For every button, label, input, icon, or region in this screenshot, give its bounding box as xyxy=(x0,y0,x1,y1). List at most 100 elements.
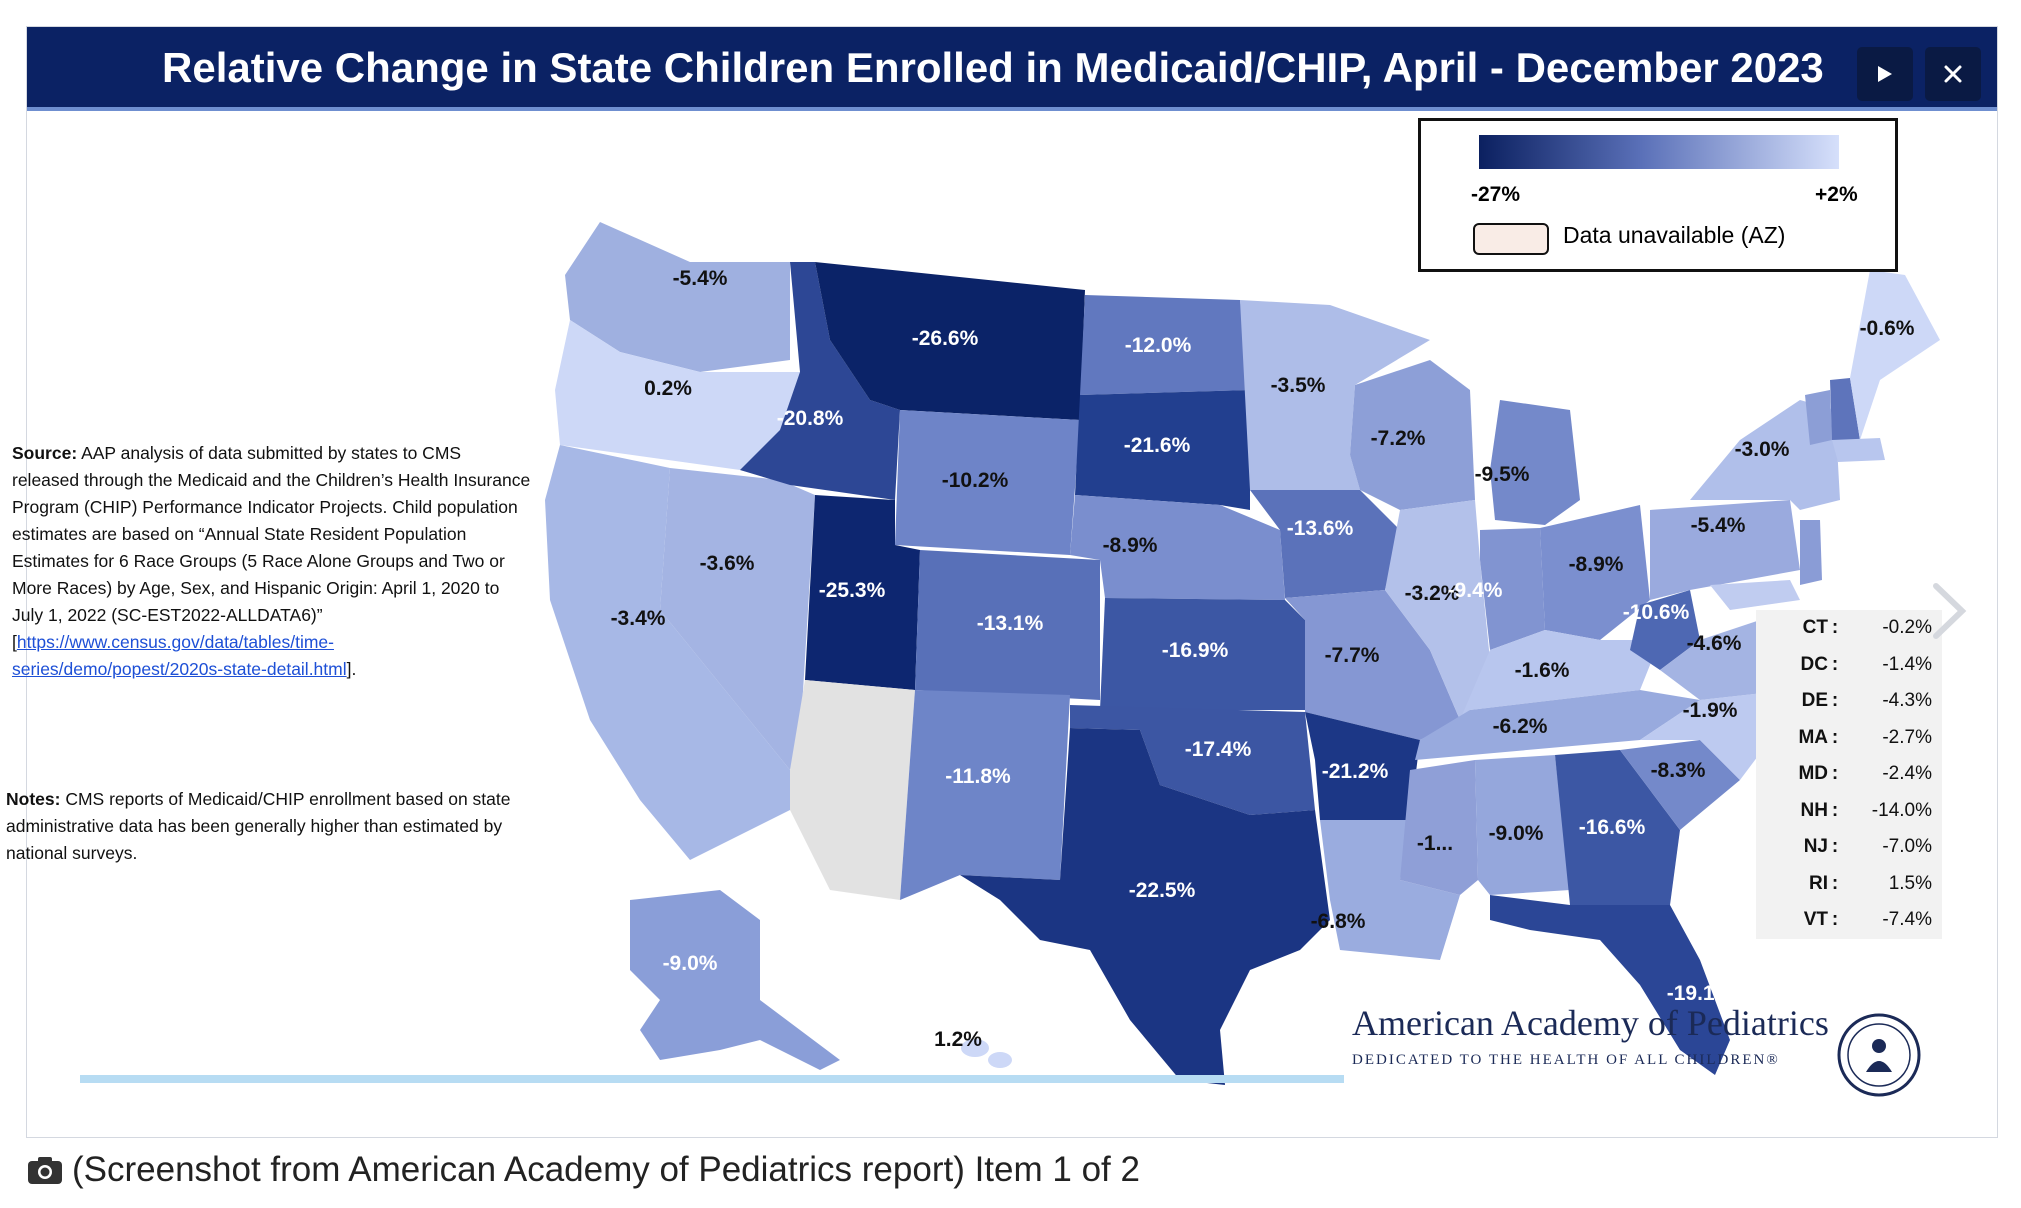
small-state-row: CT: -0.2% xyxy=(1756,610,1942,647)
small-state-row: RI: 1.5% xyxy=(1756,866,1942,903)
play-icon xyxy=(1878,66,1892,82)
state-ar xyxy=(1305,712,1420,820)
small-state-value: 1.5% xyxy=(1888,872,1932,894)
aap-seal-icon xyxy=(1837,1013,1921,1097)
separator: : xyxy=(1831,836,1839,858)
small-state-row: NH: -14.0% xyxy=(1756,793,1942,830)
separator: : xyxy=(1831,872,1839,894)
state-ga xyxy=(1555,750,1680,905)
image-caption: (Screenshot from American Academy of Ped… xyxy=(26,1148,1140,1192)
separator: : xyxy=(1831,653,1839,675)
state-tx xyxy=(960,728,1330,1085)
state-al xyxy=(1475,755,1570,895)
state-value-label: -1.6% xyxy=(1515,659,1570,682)
source-end: ]. xyxy=(346,659,357,679)
state-value-label: -3.4% xyxy=(611,607,666,630)
small-state-row: DE: -4.3% xyxy=(1756,683,1942,720)
state-sc xyxy=(1620,740,1740,830)
small-state-code: RI xyxy=(1809,872,1828,894)
caption-text: (Screenshot from American Academy of Ped… xyxy=(72,1150,1140,1189)
chevron-right-icon xyxy=(1933,583,1967,639)
state-hi xyxy=(961,1039,1012,1068)
state-mo xyxy=(1285,590,1460,740)
state-value-label: -20.8% xyxy=(777,407,844,430)
state-value-label: -21.6% xyxy=(1124,434,1191,457)
state-value-label: -17.4% xyxy=(1185,738,1252,761)
next-slide-button[interactable] xyxy=(1924,576,1974,646)
notes: Notes: CMS reports of Medicaid/CHIP enro… xyxy=(6,786,536,867)
state-value-label: -3.0% xyxy=(1735,438,1790,461)
source-note: Source: AAP analysis of data submitted b… xyxy=(12,440,532,683)
legend-gradient xyxy=(1479,135,1839,169)
small-state-row: DC: -1.4% xyxy=(1756,647,1942,684)
state-value-label: -6.2% xyxy=(1493,715,1548,738)
source-link[interactable]: https://www.census.gov/data/tables/time-… xyxy=(12,632,347,679)
state-value-label: -1.9% xyxy=(1683,699,1738,722)
state-ny xyxy=(1690,400,1840,510)
state-nj xyxy=(1800,520,1822,585)
state-pa xyxy=(1650,500,1800,600)
state-wi xyxy=(1350,360,1475,510)
state-id xyxy=(740,262,900,500)
state-ne xyxy=(1070,495,1285,600)
state-value-label: -10.6% xyxy=(1623,601,1690,624)
state-value-label: -9.4% xyxy=(1448,579,1503,602)
notes-text: CMS reports of Medicaid/CHIP enrollment … xyxy=(6,789,511,863)
bottom-divider xyxy=(80,1075,1344,1083)
close-button[interactable] xyxy=(1925,47,1981,101)
state-wa xyxy=(565,222,790,372)
state-mt xyxy=(815,262,1085,420)
title-bar: Relative Change in State Children Enroll… xyxy=(27,27,1997,111)
play-button[interactable] xyxy=(1857,47,1913,101)
state-value-label: -10.2% xyxy=(942,469,1009,492)
state-mi xyxy=(1490,400,1580,525)
small-state-code: MA xyxy=(1798,726,1828,748)
small-state-code: MD xyxy=(1798,763,1828,785)
separator: : xyxy=(1831,690,1839,712)
state-value-label: -8.3% xyxy=(1651,759,1706,782)
state-value-label: -13.6% xyxy=(1287,517,1354,540)
state-value-label: -25.3% xyxy=(819,579,886,602)
state-me xyxy=(1850,270,1940,440)
org-tagline: DEDICATED TO THE HEALTH OF ALL CHILDREN® xyxy=(1352,1052,1780,1068)
state-value-label: -9.0% xyxy=(1489,822,1544,845)
state-oh xyxy=(1540,505,1650,640)
state-nm xyxy=(900,690,1070,900)
state-mn xyxy=(1240,300,1430,490)
state-az xyxy=(790,680,915,900)
state-ky xyxy=(1460,630,1660,720)
separator: : xyxy=(1831,726,1839,748)
small-state-value: -7.4% xyxy=(1882,909,1932,931)
state-vt xyxy=(1805,390,1832,445)
small-state-value: -4.3% xyxy=(1882,690,1932,712)
small-state-code: CT xyxy=(1802,617,1828,639)
state-value-label: -4.6% xyxy=(1687,632,1742,655)
legend-max-label: +2% xyxy=(1815,183,1858,206)
small-state-value: -2.4% xyxy=(1882,763,1932,785)
state-value-label: -0.6% xyxy=(1860,317,1915,340)
state-wy xyxy=(895,410,1080,555)
legend-min-label: -27% xyxy=(1471,183,1521,206)
small-state-code: NJ xyxy=(1803,836,1828,858)
state-ut xyxy=(805,495,920,690)
state-value-label: -9.5% xyxy=(1475,463,1530,486)
map-title: Relative Change in State Children Enroll… xyxy=(162,44,1824,91)
state-value-label: -7.7% xyxy=(1325,644,1380,667)
state-value-label: -3.5% xyxy=(1271,374,1326,397)
state-co xyxy=(915,550,1100,700)
small-state-row: VT: -7.4% xyxy=(1756,902,1942,939)
source-lead: Source: xyxy=(12,443,78,463)
small-states-table: CT: -0.2% DC: -1.4% DE: -4.3% MA: -2.7% MD: -2.4%… xyxy=(1756,610,1942,939)
state-sd xyxy=(1075,390,1250,510)
legend-unavailable-swatch xyxy=(1473,223,1549,255)
small-state-value: -14.0% xyxy=(1871,799,1932,821)
state-ma xyxy=(1832,438,1885,462)
source-text: AAP analysis of data submitted by states… xyxy=(12,443,531,652)
state-value-label: -3.2% xyxy=(1405,582,1460,605)
state-ak xyxy=(630,890,840,1070)
state-value-label: -11.8% xyxy=(945,765,1011,788)
state-ok xyxy=(1070,705,1315,815)
separator: : xyxy=(1831,763,1839,785)
small-state-row: MA: -2.7% xyxy=(1756,720,1942,757)
